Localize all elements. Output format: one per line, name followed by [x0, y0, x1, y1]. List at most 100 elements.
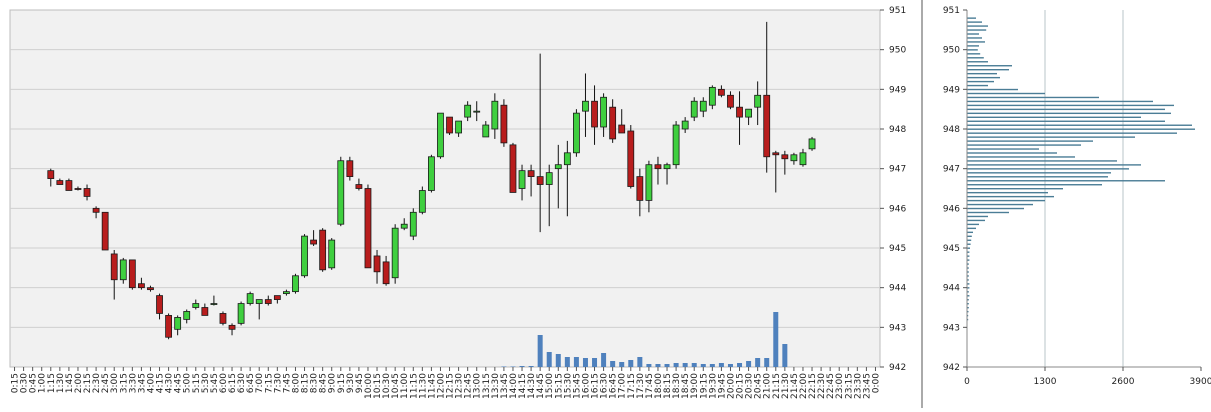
candle-body	[128, 259, 136, 289]
profile-bar	[967, 136, 1135, 138]
time-label: 21:30	[781, 373, 791, 399]
profile-bar	[967, 53, 981, 55]
candle-body	[563, 152, 571, 166]
candle-body	[582, 100, 589, 112]
profile-bar	[967, 69, 1009, 71]
candle-body	[645, 164, 653, 201]
profile-bar	[967, 275, 969, 277]
candle-body	[536, 176, 544, 185]
candle-body	[92, 207, 100, 213]
candle-body	[418, 190, 426, 213]
profile-bar	[967, 295, 970, 297]
time-label: 1:30	[56, 373, 66, 393]
profile-volume-label: 3900	[1190, 377, 1211, 387]
time-label: 15:45	[572, 373, 582, 399]
time-label: 13:00	[473, 373, 483, 399]
candle-body	[346, 160, 354, 178]
price-label: 943	[889, 323, 906, 333]
profile-bar	[967, 49, 978, 51]
volume-bar	[564, 357, 570, 367]
time-label: 12:30	[455, 373, 465, 399]
time-label: 12:00	[436, 373, 446, 399]
candle-body	[138, 283, 145, 289]
time-label: 2:30	[92, 373, 102, 393]
profile-bar	[967, 152, 1057, 154]
profile-bar	[967, 251, 970, 253]
profile-bar	[967, 65, 1012, 67]
time-label: 19:00	[690, 373, 700, 399]
candle-body	[781, 154, 789, 160]
profile-bar	[967, 112, 1171, 115]
time-label: 23:30	[853, 373, 863, 399]
candle-body	[264, 299, 272, 304]
time-label: 16:15	[591, 373, 601, 399]
volume-bar	[673, 363, 679, 367]
volume-bar	[537, 335, 543, 367]
time-label: 18:30	[672, 373, 682, 399]
profile-bar	[967, 287, 970, 289]
candle-body	[663, 164, 671, 170]
time-label: 23:15	[844, 373, 854, 399]
profile-bar	[967, 104, 1174, 107]
price-label: 942	[889, 363, 906, 373]
time-label: 19:30	[708, 373, 718, 399]
price-label: 949	[889, 85, 906, 95]
candle-body	[273, 295, 281, 300]
profile-bar	[967, 271, 969, 273]
candle-body	[754, 94, 762, 108]
candle-body	[708, 86, 716, 106]
profile-bar	[967, 239, 972, 241]
profile-bar	[967, 140, 1093, 142]
profile-bar	[967, 57, 984, 59]
volume-bar	[764, 358, 770, 367]
candle-body	[473, 110, 481, 113]
volume-bar	[619, 362, 625, 367]
profile-bar	[967, 160, 1117, 162]
volume-bar	[582, 358, 588, 367]
profile-bar	[967, 215, 988, 218]
candlesticks	[47, 21, 816, 340]
candle-body	[110, 253, 118, 281]
time-label: 6:30	[237, 373, 247, 393]
time-label: 20:15	[736, 373, 746, 399]
time-label: 8:00	[291, 373, 301, 393]
time-label: 9:15	[337, 373, 347, 393]
time-label: 10:45	[391, 373, 401, 399]
volume-profile-panel: 951 950 949 948 947 946 945 944 943 942 0 1300 2600…	[943, 6, 1211, 387]
candle-body	[74, 188, 82, 190]
profile-bar	[967, 207, 1024, 210]
profile-volume-label: 1300	[1034, 377, 1057, 387]
profile-bar	[967, 191, 1048, 194]
time-label: 6:15	[228, 373, 238, 393]
profile-bar	[967, 291, 969, 293]
time-label: 21:45	[790, 373, 800, 399]
candle-body	[382, 261, 390, 285]
candle-body	[156, 295, 163, 314]
profile-bar	[967, 80, 994, 83]
candle-body	[409, 211, 417, 237]
candle-body	[65, 180, 73, 191]
time-label: 14:15	[518, 373, 528, 399]
time-label: 10:00	[364, 373, 374, 399]
time-label: 19:15	[699, 373, 709, 399]
profile-price-axis: 951 950 949 948 947 946 945 944 943 942	[943, 6, 968, 373]
profile-bar	[967, 255, 970, 257]
profile-bar	[967, 176, 1108, 178]
profile-bar	[967, 168, 1129, 170]
time-label: 15:15	[554, 373, 564, 399]
profile-bar	[967, 84, 988, 87]
profile-bar	[967, 72, 997, 75]
time-label: 13:15	[482, 373, 492, 399]
candle-body	[763, 94, 771, 158]
candle-body	[237, 303, 245, 324]
price-gridlines	[10, 49, 880, 328]
volume-bars	[501, 312, 788, 367]
volume-bar	[682, 363, 688, 367]
candle-body	[672, 124, 680, 166]
candle-body	[727, 94, 734, 108]
candle-body	[455, 120, 462, 134]
profile-price-label: 942	[943, 363, 960, 373]
profile-price-label: 943	[943, 323, 960, 333]
price-label: 945	[889, 244, 906, 254]
